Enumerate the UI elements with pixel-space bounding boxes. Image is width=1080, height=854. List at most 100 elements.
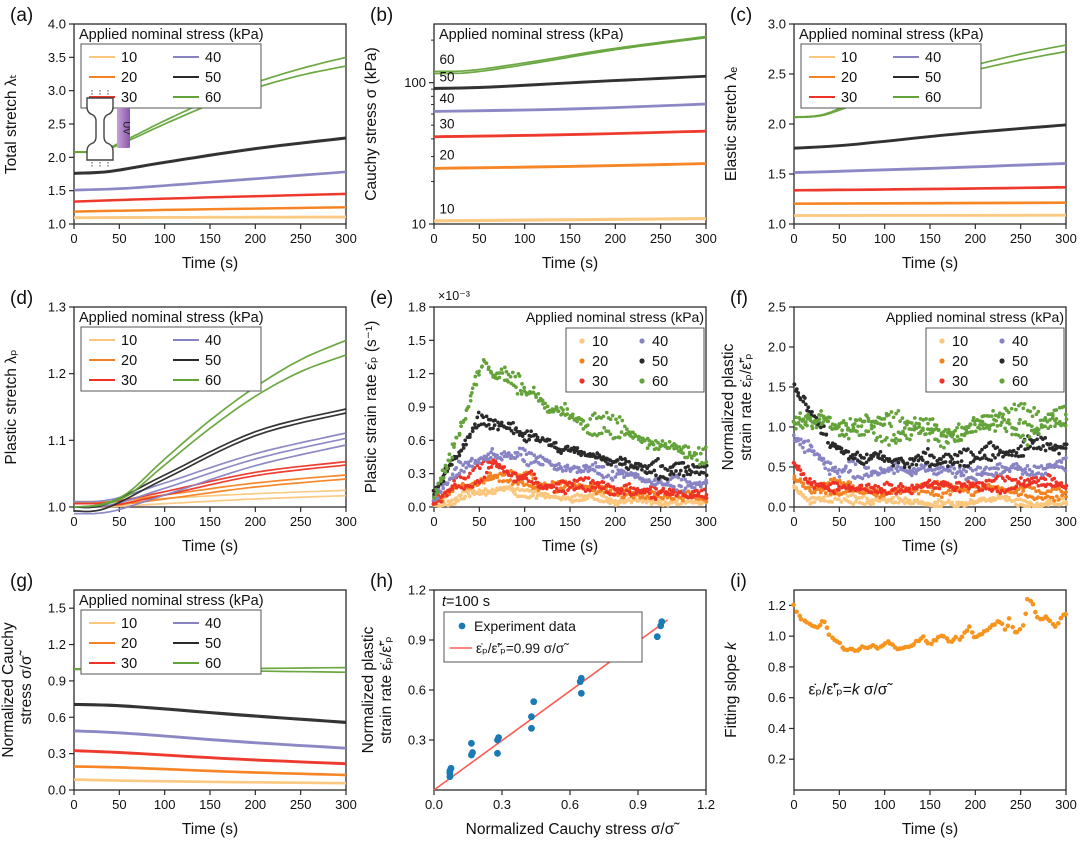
svg-text:300: 300 xyxy=(695,514,717,529)
svg-text:Time (s): Time (s) xyxy=(902,538,958,555)
svg-text:150: 150 xyxy=(199,231,221,246)
svg-text:40: 40 xyxy=(205,333,221,349)
svg-text:40: 40 xyxy=(652,334,668,350)
svg-text:250: 250 xyxy=(1010,797,1032,812)
svg-text:Applied nominal stress (kPa): Applied nominal stress (kPa) xyxy=(439,27,624,43)
svg-text:Time (s): Time (s) xyxy=(182,538,238,555)
svg-text:200: 200 xyxy=(244,797,266,812)
svg-text:20: 20 xyxy=(841,70,857,86)
svg-text:1.1: 1.1 xyxy=(48,433,66,448)
svg-text:40: 40 xyxy=(1012,334,1028,350)
svg-text:1.2: 1.2 xyxy=(408,366,426,381)
svg-text:60: 60 xyxy=(205,373,221,389)
svg-text:1.0: 1.0 xyxy=(768,420,786,435)
svg-text:20: 20 xyxy=(121,70,137,86)
svg-text:100: 100 xyxy=(874,231,896,246)
svg-text:0.0: 0.0 xyxy=(408,500,426,515)
svg-text:Normalized Cauchy: Normalized Cauchy xyxy=(0,622,17,757)
panel-f: (f) 0 50 100 150 200 250 300 0.0 0.5 1.0 1.5 2.0 2.5… xyxy=(720,283,1080,566)
svg-text:0.0: 0.0 xyxy=(768,500,786,515)
svg-text:0.8: 0.8 xyxy=(768,659,786,674)
svg-text:50: 50 xyxy=(112,514,126,529)
svg-text:30: 30 xyxy=(592,374,608,390)
svg-text:100: 100 xyxy=(514,231,536,246)
svg-text:0.3: 0.3 xyxy=(493,797,511,812)
svg-text:10: 10 xyxy=(121,50,137,66)
panel-b-label: (b) xyxy=(370,5,394,26)
panel-i-label: (i) xyxy=(730,571,747,592)
svg-text:50: 50 xyxy=(925,70,941,86)
svg-text:150: 150 xyxy=(199,797,221,812)
svg-text:100: 100 xyxy=(154,797,176,812)
svg-text:10: 10 xyxy=(412,217,426,232)
total-stretch-chart: 0 50 100 150 200 250 300 1.0 1.5 2.0 2.5 3.0 3.5 4.0 T… xyxy=(3,17,357,273)
panel-c-label: (c) xyxy=(730,5,753,26)
svg-text:200: 200 xyxy=(244,514,266,529)
svg-text:0.9: 0.9 xyxy=(48,673,66,688)
svg-text:250: 250 xyxy=(290,231,312,246)
svg-text:UV: UV xyxy=(121,121,132,135)
svg-text:0.9: 0.9 xyxy=(629,797,647,812)
svg-text:Applied nominal stress (kPa): Applied nominal stress (kPa) xyxy=(799,27,984,43)
panel-d: (d) 0 50 100 150 200 250 300 1.0 1.1 1.2 1.3 Time (… xyxy=(0,283,360,566)
panel-g: (g) 0 50 100 150 200 250 300 0.0 0.3 0.6 0.9 1.2 1.5… xyxy=(0,566,360,849)
svg-text:0: 0 xyxy=(430,514,437,529)
svg-text:1.0: 1.0 xyxy=(768,629,786,644)
svg-text:Applied nominal stress (kPa): Applied nominal stress (kPa) xyxy=(79,27,264,43)
svg-text:1.8: 1.8 xyxy=(408,300,426,315)
svg-text:30: 30 xyxy=(121,373,137,389)
svg-text:200: 200 xyxy=(244,231,266,246)
svg-text:1.0: 1.0 xyxy=(48,500,66,515)
svg-text:300: 300 xyxy=(335,514,357,529)
svg-text:300: 300 xyxy=(1055,797,1077,812)
svg-text:1.2: 1.2 xyxy=(48,366,66,381)
svg-text:4.0: 4.0 xyxy=(48,17,66,32)
svg-text:strain rate ε̇ₚ/ε̃′ₚ: strain rate ε̇ₚ/ε̃′ₚ xyxy=(738,353,755,461)
panel-a: (a) 0 50 100 150 200 250 300 1.0 1.5 2.0 2.5 3.0 3.5… xyxy=(0,0,360,283)
svg-text:60: 60 xyxy=(205,90,221,106)
svg-text:Experiment data: Experiment data xyxy=(474,618,576,634)
svg-text:Plastic stretch λₚ: Plastic stretch λₚ xyxy=(3,349,20,464)
panel-d-label: (d) xyxy=(10,288,34,309)
svg-text:2.5: 2.5 xyxy=(48,117,66,132)
svg-text:60: 60 xyxy=(652,374,668,390)
svg-text:150: 150 xyxy=(559,514,581,529)
svg-text:0.2: 0.2 xyxy=(768,752,786,767)
svg-text:0: 0 xyxy=(790,231,797,246)
svg-text:50: 50 xyxy=(1012,354,1028,370)
svg-text:20: 20 xyxy=(952,354,968,370)
svg-text:0.9: 0.9 xyxy=(408,633,426,648)
svg-text:Time (s): Time (s) xyxy=(182,821,238,838)
fit-scatter-chart: 0.0 0.3 0.6 0.9 1.2 0.3 0.6 0.9 1.2 Normalized Ca… xyxy=(360,583,715,839)
normalized-strain-rate-chart: 0 50 100 150 200 250 300 0.0 0.5 1.0 1.5 2.0 2.5 Time… xyxy=(720,300,1077,556)
svg-text:0.9: 0.9 xyxy=(408,400,426,415)
svg-text:50: 50 xyxy=(205,636,221,652)
svg-text:60: 60 xyxy=(1012,374,1028,390)
panel-e: (e) 0 50 100 150 200 250 300 0.0 0.3 0.6 0.9 1.2 1.5… xyxy=(360,283,720,566)
panel-h: (h) 0.0 0.3 0.6 0.9 1.2 0.3 0.6 0.9 1.2 Normalize… xyxy=(360,566,720,849)
svg-text:Normalized Cauchy stress σ/σ̃: Normalized Cauchy stress σ/σ̃ xyxy=(466,821,681,838)
svg-text:50: 50 xyxy=(439,69,454,84)
svg-text:150: 150 xyxy=(919,231,941,246)
svg-text:20: 20 xyxy=(121,353,137,369)
svg-text:30: 30 xyxy=(841,90,857,106)
svg-text:1.5: 1.5 xyxy=(408,333,426,348)
svg-text:10: 10 xyxy=(841,50,857,66)
svg-text:0.6: 0.6 xyxy=(768,690,786,705)
svg-text:Time (s): Time (s) xyxy=(902,821,958,838)
panel-f-label: (f) xyxy=(730,288,748,309)
svg-text:Elastic stretch λₑ: Elastic stretch λₑ xyxy=(723,67,740,182)
svg-text:50: 50 xyxy=(112,231,126,246)
svg-text:Plastic strain rate ε̇ₚ (s⁻¹): Plastic strain rate ε̇ₚ (s⁻¹) xyxy=(363,321,380,493)
svg-text:250: 250 xyxy=(1010,231,1032,246)
svg-text:60: 60 xyxy=(439,52,454,67)
svg-text:200: 200 xyxy=(604,231,626,246)
svg-text:50: 50 xyxy=(205,353,221,369)
svg-text:1.5: 1.5 xyxy=(768,380,786,395)
svg-text:250: 250 xyxy=(290,797,312,812)
svg-text:1.0: 1.0 xyxy=(768,217,786,232)
svg-text:0: 0 xyxy=(70,514,77,529)
svg-text:0.0: 0.0 xyxy=(48,783,66,798)
svg-text:300: 300 xyxy=(335,231,357,246)
svg-text:0: 0 xyxy=(70,231,77,246)
